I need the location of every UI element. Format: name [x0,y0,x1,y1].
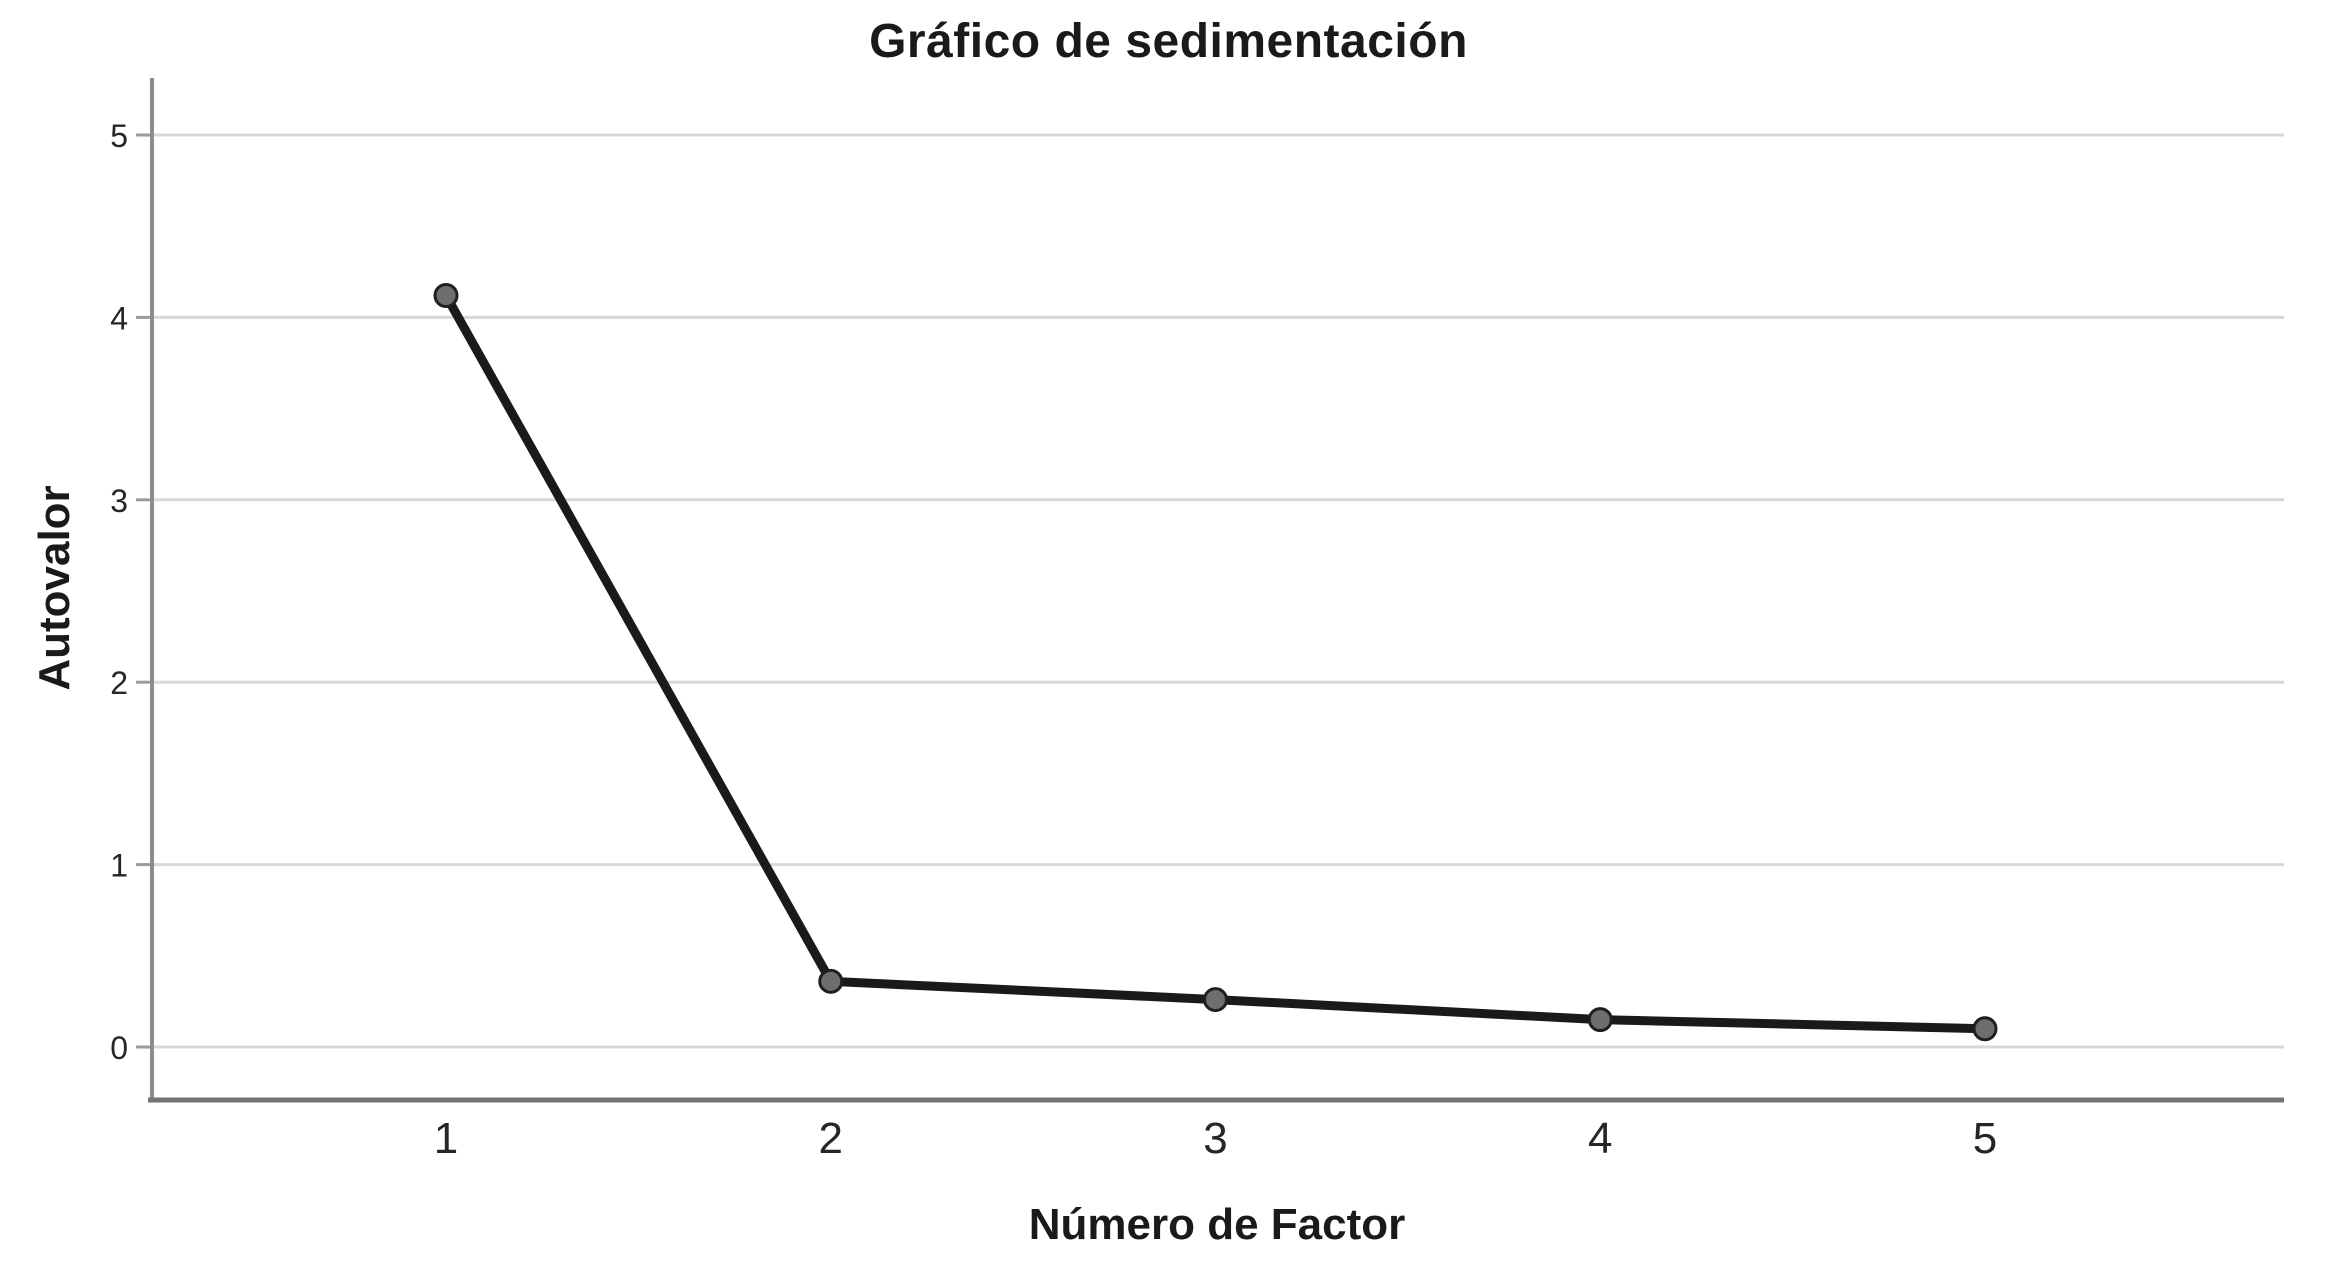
y-tick-label: 0 [110,1030,128,1066]
x-tick-label: 5 [1973,1114,1997,1163]
x-tick-label: 4 [1588,1114,1612,1163]
data-point-marker [1972,1016,1998,1042]
series-line [442,293,1986,1034]
y-tick-label: 1 [110,848,128,884]
y-tick-label: 5 [110,118,128,154]
x-tick-label: 2 [819,1114,843,1163]
data-point-marker [818,968,844,994]
data-point-marker [1587,1007,1613,1033]
y-tick-label: 4 [110,300,128,336]
chart-title: Gráfico de sedimentación [869,15,1468,68]
x-tick-label: 1 [434,1114,458,1163]
data-point-marker [433,283,459,309]
data-point-marker [1203,987,1228,1013]
y-tick-label: 3 [110,483,128,519]
y-tick-label: 2 [110,665,128,701]
x-axis-title: Número de Factor [1028,1200,1406,1249]
x-tick-label: 3 [1203,1114,1227,1163]
